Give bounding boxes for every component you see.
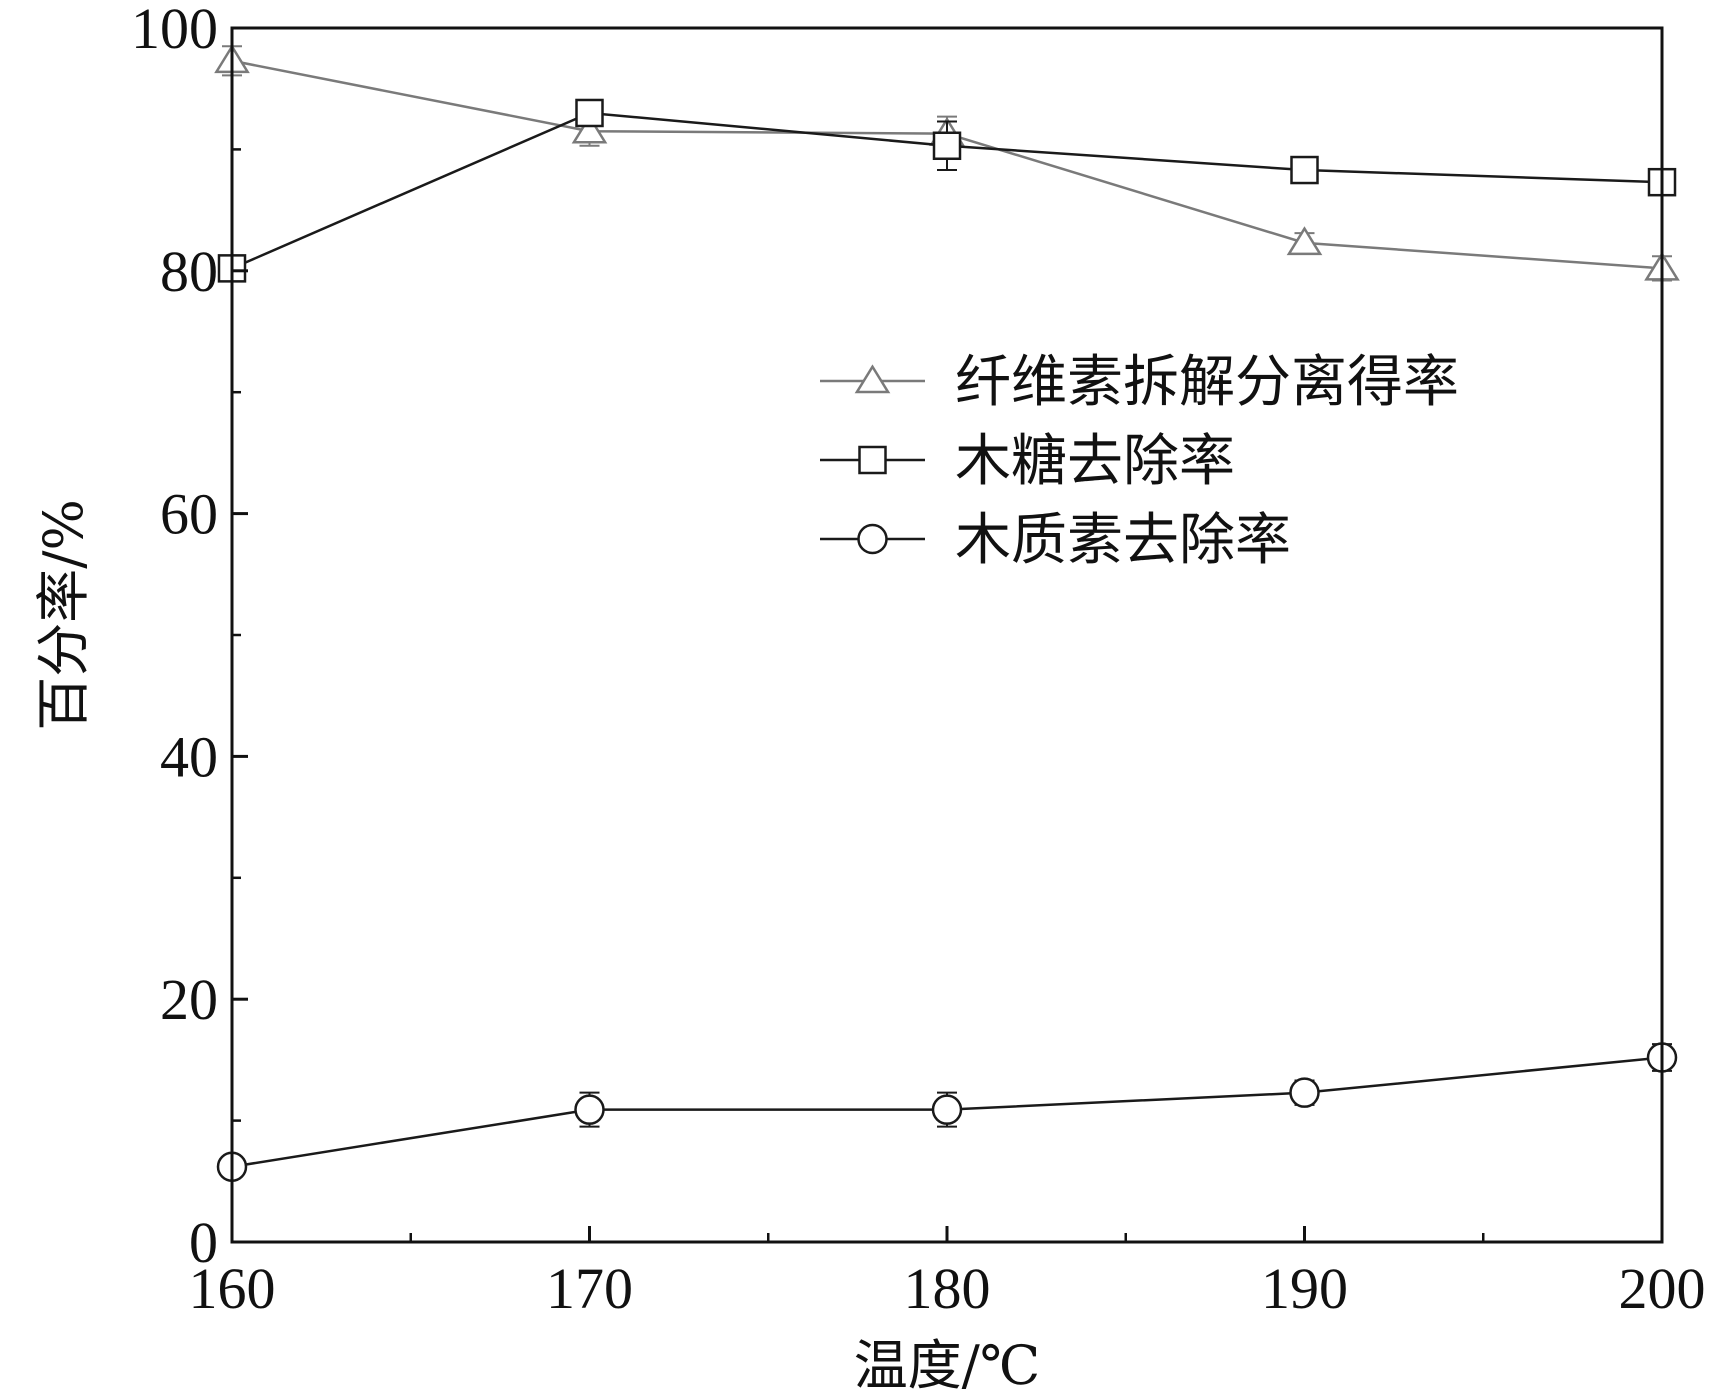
- legend-marker-1: [858, 445, 887, 475]
- y-tick-label-20: 20: [160, 967, 218, 1032]
- legend-label-0: 纤维素拆解分离得率: [955, 350, 1459, 415]
- legend-marker-2: [857, 523, 888, 555]
- data-point-1-2: [932, 131, 962, 161]
- series-1: [217, 98, 1677, 283]
- x-axis-title: 温度/℃: [854, 1334, 1041, 1394]
- plot-frame: [230, 26, 1664, 1244]
- legend-label-2: 木质素去除率: [955, 508, 1291, 573]
- y-tick-label-40: 40: [160, 724, 218, 789]
- axes: 160 170 180 190 200 0 20 40 60 80 100: [131, 0, 1706, 1321]
- data-point-1-1: [575, 98, 604, 128]
- legend-marker-0: [854, 364, 891, 394]
- y-axis-title: 百分率/%: [32, 499, 95, 731]
- data-point-2-2: [931, 1094, 963, 1125]
- legend-label-1: 木糖去除率: [955, 429, 1235, 494]
- series-2: [216, 1042, 1678, 1182]
- y-tick-label-0: 0: [189, 1210, 218, 1275]
- data-point-1-3: [1290, 155, 1319, 185]
- plot-area: [214, 44, 1680, 1182]
- x-tick-label-170: 170: [546, 1256, 633, 1321]
- y-tick-label-80: 80: [160, 239, 218, 304]
- x-tick-label-190: 190: [1261, 1256, 1348, 1321]
- data-point-0-3: [1286, 226, 1323, 256]
- y-tick-label-60: 60: [160, 482, 218, 547]
- x-tick-label-180: 180: [904, 1256, 991, 1321]
- data-point-2-1: [574, 1094, 605, 1125]
- y-tick-label-100: 100: [131, 0, 218, 61]
- x-tick-label-160: 160: [189, 1256, 276, 1321]
- data-point-2-3: [1289, 1077, 1320, 1108]
- x-tick-label-200: 200: [1619, 1256, 1706, 1321]
- data-point-0-1: [571, 114, 608, 144]
